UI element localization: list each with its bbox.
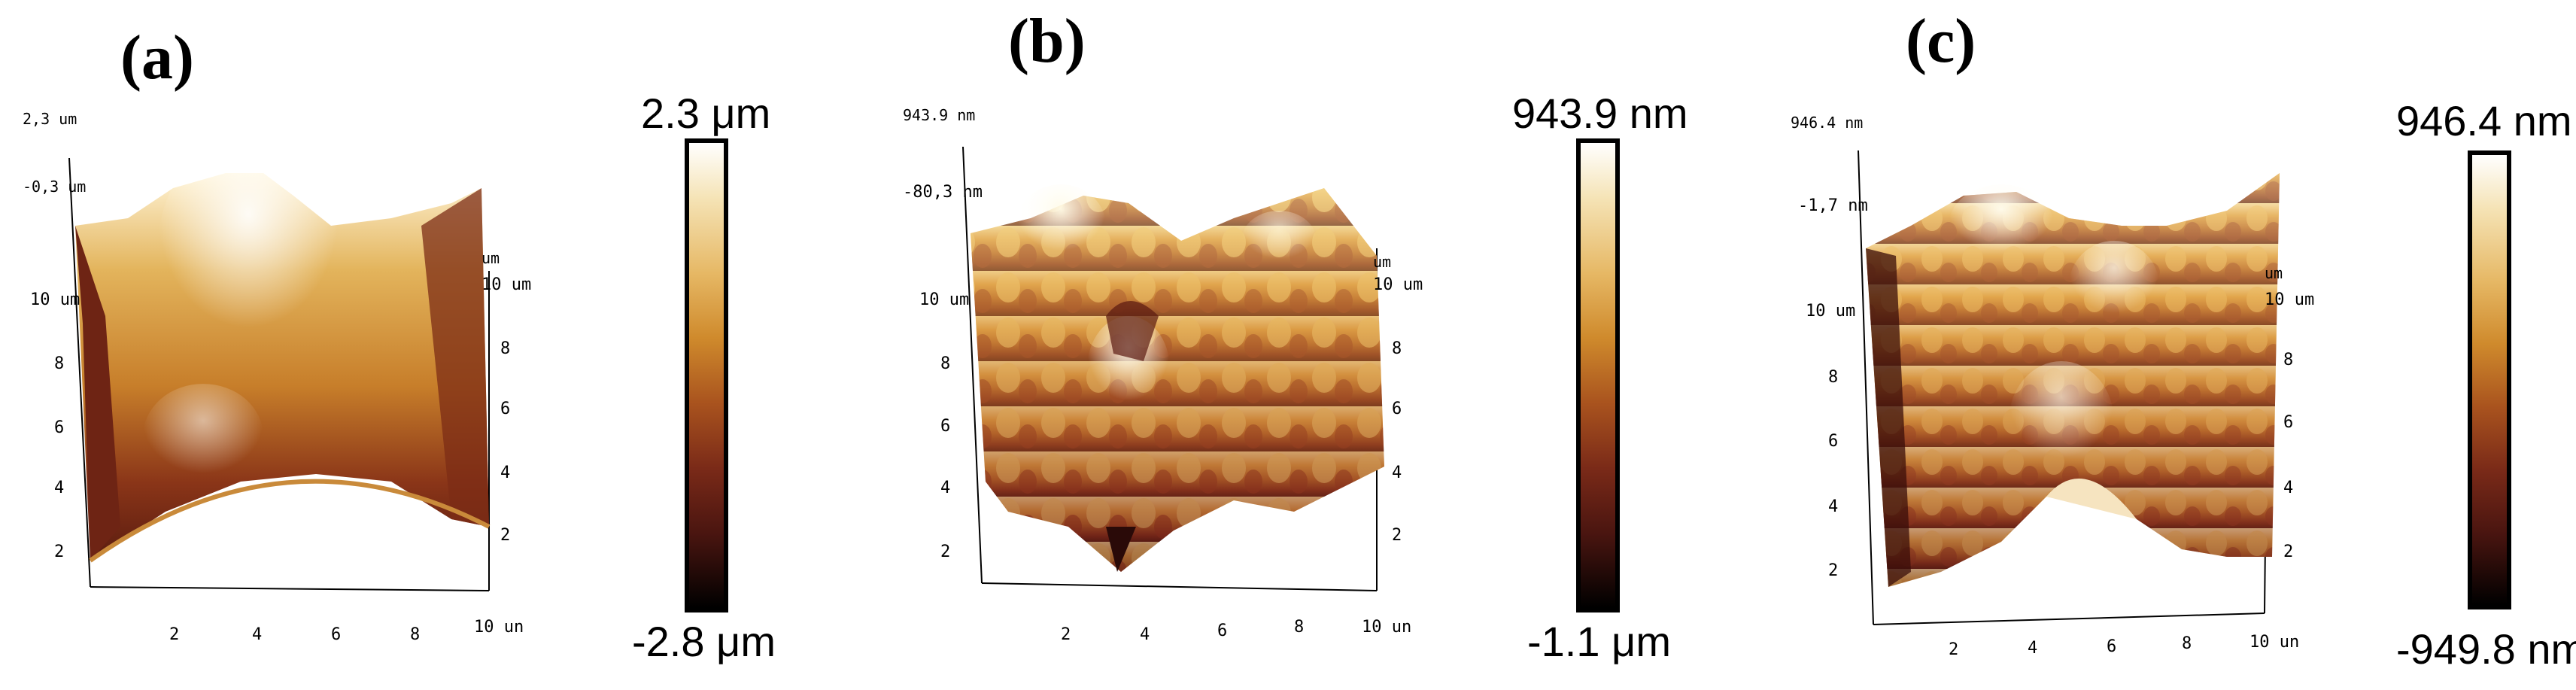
left-tick: 2 (54, 543, 64, 561)
afm-surface-plot: 946.4 nm -1,7 nm 10 um 8 6 4 2 um 10 um … (1791, 114, 2314, 659)
left-tick: 2 (940, 543, 950, 561)
bottom-tick: 4 (252, 625, 262, 644)
bottom-tick: 8 (410, 625, 420, 644)
colorbar-min-label: -1.1 μm (1527, 618, 1671, 665)
right-tick: 6 (2283, 413, 2293, 432)
panel-c: (c) (1715, 0, 2576, 690)
colorbar (685, 138, 728, 612)
right-axis-unit: um (481, 249, 500, 267)
z-mid-label: -1,7 nm (1798, 196, 1868, 215)
panel-a: (a) 2,3 um -0,3 um (0, 0, 858, 690)
afm-surface-plot: 943.9 nm -80,3 nm 10 um 8 6 4 2 um 10 um… (903, 106, 1423, 644)
right-tick: 4 (500, 464, 510, 482)
bottom-tick: 2 (1949, 640, 1958, 659)
right-axis-unit: um (1373, 253, 1391, 271)
left-tick: 8 (54, 354, 64, 373)
panel-b: (b) (858, 0, 1715, 690)
bottom-tick: 6 (1217, 622, 1227, 640)
colorbar-max-label: 943.9 nm (1512, 90, 1688, 137)
right-tick: 10 um (1373, 275, 1423, 294)
bottom-tick: 6 (2107, 637, 2116, 656)
right-tick: 6 (1392, 400, 1402, 418)
z-max-label: 943.9 nm (903, 106, 975, 124)
right-tick: 2 (2283, 543, 2293, 561)
left-tick: 8 (1828, 368, 1838, 387)
left-tick: 10 um (30, 290, 80, 309)
right-tick: 10 um (2265, 290, 2314, 309)
bottom-tick: 8 (1294, 618, 1304, 637)
right-tick: 8 (2283, 351, 2293, 369)
z-max-label: 946.4 nm (1791, 114, 1863, 132)
bottom-tick: 10 un (1362, 618, 1411, 637)
left-tick: 4 (54, 479, 64, 497)
z-mid-label: -0,3 um (23, 178, 86, 196)
right-tick: 8 (500, 339, 510, 358)
colorbar-max-label: 2.3 μm (641, 90, 771, 137)
left-tick: 6 (1828, 432, 1838, 451)
bottom-tick: 2 (1061, 625, 1071, 644)
right-tick: 8 (1392, 339, 1402, 358)
left-tick: 10 um (919, 290, 969, 309)
right-tick: 6 (500, 400, 510, 418)
colorbar-min-label: -2.8 μm (632, 618, 776, 665)
bottom-tick: 4 (1140, 625, 1150, 644)
bottom-tick: 6 (331, 625, 341, 644)
panel-label: (b) (1008, 6, 1086, 76)
colorbar-max-label: 946.4 nm (2396, 97, 2572, 144)
right-tick: 2 (1392, 526, 1402, 545)
right-tick: 4 (2283, 479, 2293, 497)
left-tick: 4 (1828, 497, 1838, 516)
bottom-tick: 8 (2182, 634, 2192, 653)
right-tick: 2 (500, 526, 510, 545)
left-tick: 4 (940, 479, 950, 497)
left-tick: 10 um (1806, 302, 1855, 321)
z-max-label: 2,3 um (23, 110, 77, 128)
colorbar (1576, 138, 1620, 612)
panel-label: (a) (120, 23, 194, 93)
left-tick: 6 (54, 418, 64, 437)
bottom-tick: 10 un (474, 618, 524, 637)
bottom-tick: 2 (169, 625, 179, 644)
bottom-tick: 4 (2028, 639, 2037, 658)
right-axis-unit: um (2265, 264, 2283, 282)
left-tick: 6 (940, 417, 950, 436)
afm-surface-plot: 2,3 um -0,3 um 10 um 8 6 4 2 um 10 um 8 … (23, 110, 531, 644)
z-mid-label: -80,3 nm (903, 183, 983, 202)
right-tick: 10 um (481, 275, 531, 294)
panel-label: (c) (1906, 6, 1976, 76)
left-tick: 2 (1828, 561, 1838, 580)
left-tick: 8 (940, 354, 950, 373)
right-tick: 4 (1392, 464, 1402, 482)
colorbar (2468, 150, 2511, 609)
colorbar-min-label: -949.8 nm (2396, 625, 2576, 673)
bottom-tick: 10 un (2249, 633, 2299, 652)
